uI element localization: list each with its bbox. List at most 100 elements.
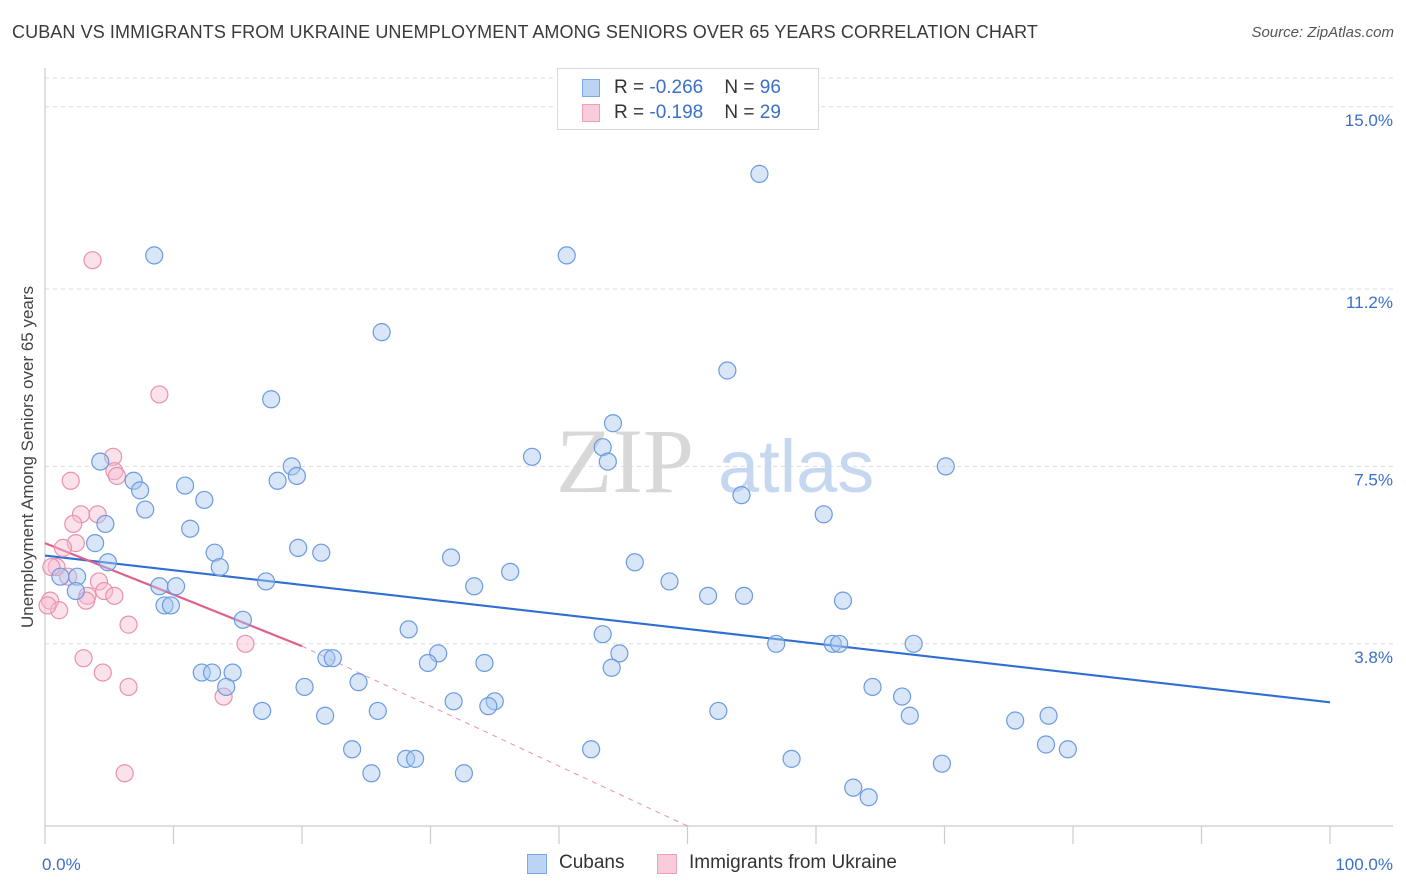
point-cubans [603, 414, 623, 433]
stats-legend: R = -0.266 N = 96 R = -0.198 N = 29 [557, 68, 819, 130]
point-cubans [833, 591, 853, 610]
grid-lines [45, 77, 1393, 645]
point-cubans [557, 246, 576, 265]
point-cubans [323, 649, 342, 668]
point-cubans [830, 634, 849, 653]
point-cubans [709, 701, 728, 721]
point-cubans [130, 481, 150, 500]
point-cubans [349, 673, 368, 692]
point-cubans [814, 505, 833, 524]
watermark-atlas: atlas [718, 425, 874, 508]
y-axis-label: Unemployment Among Seniors over 65 years [18, 286, 37, 628]
point-cubans [155, 596, 174, 615]
x-tick-label: 100.0% [1335, 855, 1393, 874]
point-ukraine [89, 572, 109, 591]
point-cubans [317, 649, 336, 668]
point-cubans [465, 577, 484, 596]
point-cubans [289, 538, 308, 557]
point-cubans [1006, 711, 1025, 730]
point-cubans [399, 620, 418, 639]
legend-r-value: -0.198 [649, 102, 704, 123]
point-cubans [150, 577, 169, 596]
point-cubans [593, 438, 612, 457]
legend-n-value: 96 [759, 77, 781, 98]
point-cubans [767, 634, 786, 653]
point-ukraine [88, 505, 107, 524]
point-cubans [610, 644, 629, 663]
point-ukraine [119, 615, 138, 634]
point-ukraine [74, 649, 93, 668]
trend-extension-ukraine [301, 645, 688, 827]
point-cubans [145, 246, 164, 265]
point-cubans [602, 658, 621, 677]
point-cubans [368, 701, 387, 721]
point-cubans [136, 500, 155, 519]
point-cubans [195, 490, 214, 510]
point-ukraine [105, 462, 124, 481]
point-ukraine [119, 677, 138, 697]
point-cubans [287, 466, 306, 486]
chart-title: CUBAN VS IMMIGRANTS FROM UKRAINE UNEMPLO… [12, 22, 1038, 42]
point-cubans [892, 687, 912, 706]
bottom-legend-label-ukraine: Immigrants from Ukraine [689, 852, 897, 873]
point-cubans [863, 677, 882, 697]
point-cubans [316, 706, 335, 725]
axes [44, 68, 1393, 844]
bottom-legend-label-cubans: Cubans [559, 852, 625, 873]
y-tick-label: 7.5% [1354, 470, 1393, 489]
watermark-zip: ZIP [556, 410, 694, 512]
point-cubans [312, 543, 331, 562]
point-cubans [295, 677, 314, 697]
point-cubans [582, 740, 601, 759]
point-cubans [936, 457, 955, 476]
point-cubans [454, 764, 474, 783]
point-ukraine [93, 663, 112, 682]
point-cubans [734, 586, 754, 605]
point-cubans [175, 476, 195, 495]
point-cubans [96, 514, 115, 534]
point-cubans [441, 548, 461, 567]
point-ukraine [95, 581, 114, 601]
legend-n-label: N = [724, 77, 760, 98]
point-cubans [718, 361, 737, 380]
point-ukraine [38, 596, 57, 615]
point-cubans [202, 663, 222, 682]
point-cubans [282, 457, 301, 476]
point-cubans [593, 625, 612, 644]
point-cubans [86, 534, 105, 553]
point-cubans [268, 471, 287, 490]
source-label: Source: ZipAtlas.com [1251, 24, 1394, 41]
point-cubans [210, 557, 229, 577]
trend-lines [44, 542, 1331, 827]
point-cubans [362, 764, 381, 783]
point-cubans [732, 486, 751, 505]
y-tick-label: 3.8% [1354, 648, 1393, 667]
point-cubans [343, 740, 362, 759]
point-ukraine [150, 385, 169, 404]
point-cubans [598, 452, 617, 471]
point-cubans [161, 596, 181, 615]
point-cubans [625, 553, 644, 572]
point-cubans [66, 581, 85, 601]
legend-swatch-ukraine [582, 104, 600, 122]
point-cubans [262, 390, 281, 409]
point-cubans [1039, 706, 1058, 725]
legend-r-label: R = [614, 77, 650, 98]
point-cubans [475, 653, 494, 673]
point-ukraine [115, 764, 134, 783]
point-ukraine [53, 538, 73, 557]
x-tick-label: 0.0% [42, 855, 81, 874]
point-cubans [904, 634, 923, 653]
point-cubans [1058, 740, 1077, 759]
data-points [38, 164, 1077, 807]
point-cubans [98, 553, 118, 572]
trend-line-cubans [44, 554, 1331, 704]
point-ukraine [83, 251, 102, 270]
point-cubans [859, 788, 878, 807]
point-cubans [124, 471, 143, 490]
point-cubans [256, 572, 276, 591]
point-cubans [900, 706, 919, 725]
point-cubans [91, 452, 110, 471]
point-cubans [233, 610, 252, 629]
point-ukraine [61, 471, 80, 490]
